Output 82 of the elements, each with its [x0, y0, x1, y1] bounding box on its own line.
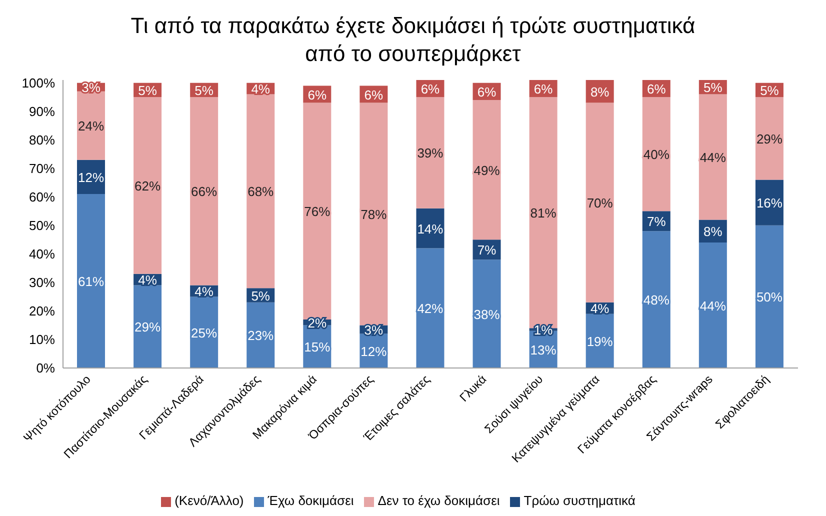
legend-label: Τρώω συστηματικά — [524, 493, 636, 508]
data-label: 81% — [530, 206, 557, 221]
data-label: 5% — [194, 82, 214, 98]
data-label: 5% — [251, 288, 270, 304]
bar — [416, 97, 444, 208]
data-label: 8% — [704, 224, 723, 240]
data-label: 4% — [138, 272, 158, 288]
data-label: 2% — [308, 315, 327, 330]
data-label: 38% — [474, 306, 500, 322]
data-label: 40% — [643, 147, 670, 162]
data-label: 12% — [78, 170, 104, 185]
data-label: 6% — [308, 87, 327, 102]
legend-label: Δεν το έχω δοκιμάσει — [378, 493, 500, 508]
bar — [755, 225, 784, 368]
data-label: 4% — [251, 82, 270, 97]
bar — [134, 97, 162, 274]
data-label: 7% — [646, 214, 666, 230]
y-tick-label: 80% — [28, 132, 56, 148]
data-label: 24% — [78, 118, 104, 134]
data-label: 25% — [191, 325, 218, 340]
y-tick-label: 40% — [28, 246, 56, 262]
data-label: 19% — [586, 334, 614, 349]
data-label: 78% — [360, 207, 388, 222]
y-tick-label: 70% — [28, 161, 56, 176]
y-tick-label: 100% — [22, 75, 56, 90]
data-label: 6% — [364, 87, 384, 102]
data-label: 39% — [417, 146, 444, 161]
data-label: 62% — [134, 178, 161, 194]
y-tick-label: 10% — [28, 332, 56, 348]
data-label: 3% — [82, 80, 101, 96]
data-label: 42% — [417, 301, 444, 316]
bar — [642, 231, 670, 368]
bar — [698, 242, 727, 368]
data-label: 5% — [138, 82, 158, 98]
data-label: 23% — [248, 328, 274, 344]
data-label: 5% — [760, 82, 780, 98]
data-label: 68% — [248, 184, 274, 200]
bar — [360, 102, 388, 326]
chart-title: Τι από τα παρακάτω έχετε δοκιμάσει ή τρώτε συστηματικά από το σουπερμάρκετ — [130, 12, 696, 68]
data-label: 44% — [700, 298, 726, 314]
data-label: 49% — [474, 162, 500, 178]
bar — [303, 102, 332, 320]
y-tick-label: 50% — [28, 218, 56, 234]
data-label: 29% — [756, 131, 783, 146]
data-label: 61% — [78, 274, 104, 290]
y-tick-label: 0% — [36, 360, 56, 376]
bar — [77, 194, 105, 368]
data-label: 12% — [360, 344, 388, 359]
data-label: 7% — [477, 242, 497, 258]
data-label: 6% — [646, 82, 666, 97]
data-label: 6% — [534, 82, 554, 97]
y-tick-label: 90% — [28, 104, 56, 119]
data-label: 4% — [194, 284, 214, 300]
data-label: 8% — [590, 84, 610, 100]
bar — [416, 248, 444, 368]
data-label: 16% — [756, 196, 783, 211]
y-tick-label: 30% — [28, 275, 56, 290]
bar — [246, 94, 275, 288]
data-label: 6% — [420, 82, 440, 97]
legend-label: Έχω δοκιμάσει — [268, 493, 354, 508]
bar — [698, 94, 727, 220]
bar — [642, 97, 670, 212]
bar — [586, 102, 614, 302]
legend-label: (Κενό/Άλλο) — [174, 493, 244, 508]
data-label: 50% — [756, 290, 783, 305]
data-label: 14% — [417, 221, 444, 236]
y-tick-label: 20% — [28, 304, 56, 319]
bar — [190, 97, 218, 286]
data-label: 15% — [304, 340, 331, 355]
data-label: 6% — [477, 84, 497, 100]
bar — [472, 100, 501, 240]
data-label: 4% — [590, 301, 610, 316]
y-tick-label: 60% — [28, 190, 56, 205]
data-label: 13% — [530, 342, 557, 358]
data-label: 44% — [700, 150, 726, 165]
data-label: 70% — [586, 196, 614, 211]
data-label: 66% — [191, 184, 218, 200]
data-label: 48% — [643, 292, 670, 308]
data-label: 29% — [134, 320, 161, 335]
data-label: 3% — [364, 322, 384, 338]
data-label: 76% — [304, 204, 331, 220]
data-label: 5% — [704, 80, 723, 96]
